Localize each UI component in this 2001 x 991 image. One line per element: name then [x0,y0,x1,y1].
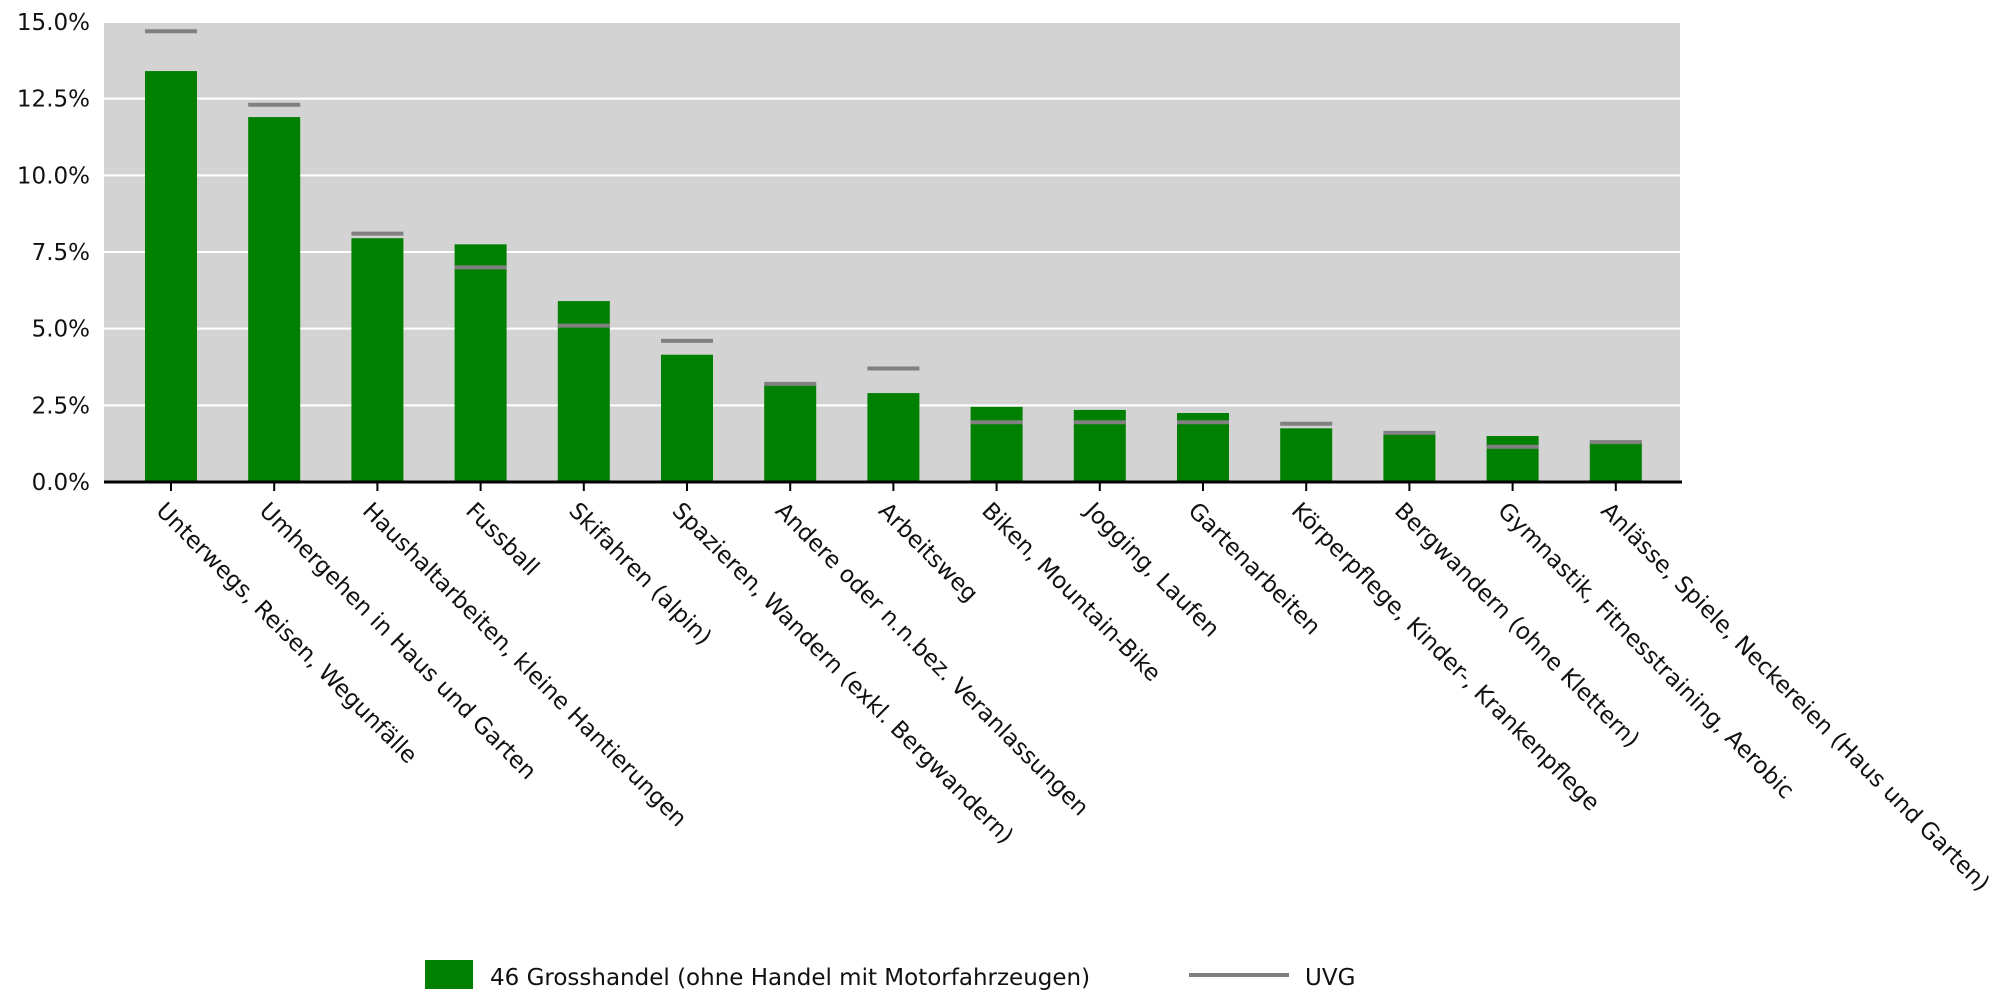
bar [764,385,817,482]
bar [1383,434,1436,482]
x-category-label: Arbeitsweg [873,498,983,608]
y-tick-label: 0.0% [32,470,90,496]
y-tick-label: 5.0% [32,317,90,343]
bar [970,406,1023,482]
bar [248,117,301,483]
legend-label-uvg: UVG [1305,965,1355,991]
x-category-label: Anlässe, Spiele, Neckereien (Haus und Ga… [1596,498,1995,897]
bar [867,393,920,482]
bar [661,354,713,482]
x-category-label: Biken, Mountain-Bike [976,498,1165,687]
x-category-label: Spazieren, Wandern (exkl. Bergwandern) [667,498,1018,849]
bar [1589,442,1642,482]
y-tick-label: 2.5% [32,393,90,419]
bar [454,244,507,482]
uvg-markers [145,29,1642,449]
y-axis-tick-labels: 0.0% 2.5% 5.0% 7.5% 10.0% 12.5% 15.0% [17,10,90,496]
bar [351,238,404,482]
y-tick-label: 10.0% [17,163,90,189]
bar-series [145,71,1642,483]
x-category-label: Fussball [460,498,543,581]
bar [145,71,197,483]
bar [1280,428,1333,482]
legend-swatch-bar [425,960,473,989]
y-tick-label: 12.5% [17,87,90,113]
y-tick-label: 15.0% [17,10,90,36]
y-tick-label: 7.5% [32,240,90,266]
bar [557,301,610,482]
x-axis-category-labels: Unterwegs, Reisen, WegunfälleUmhergehen … [151,496,1995,896]
x-axis-ticks [170,482,1617,491]
legend: 46 Grosshandel (ohne Handel mit Motorfah… [425,960,1355,991]
legend-label-bar: 46 Grosshandel (ohne Handel mit Motorfah… [490,965,1090,991]
bar [1177,413,1229,482]
bar [1486,436,1539,482]
